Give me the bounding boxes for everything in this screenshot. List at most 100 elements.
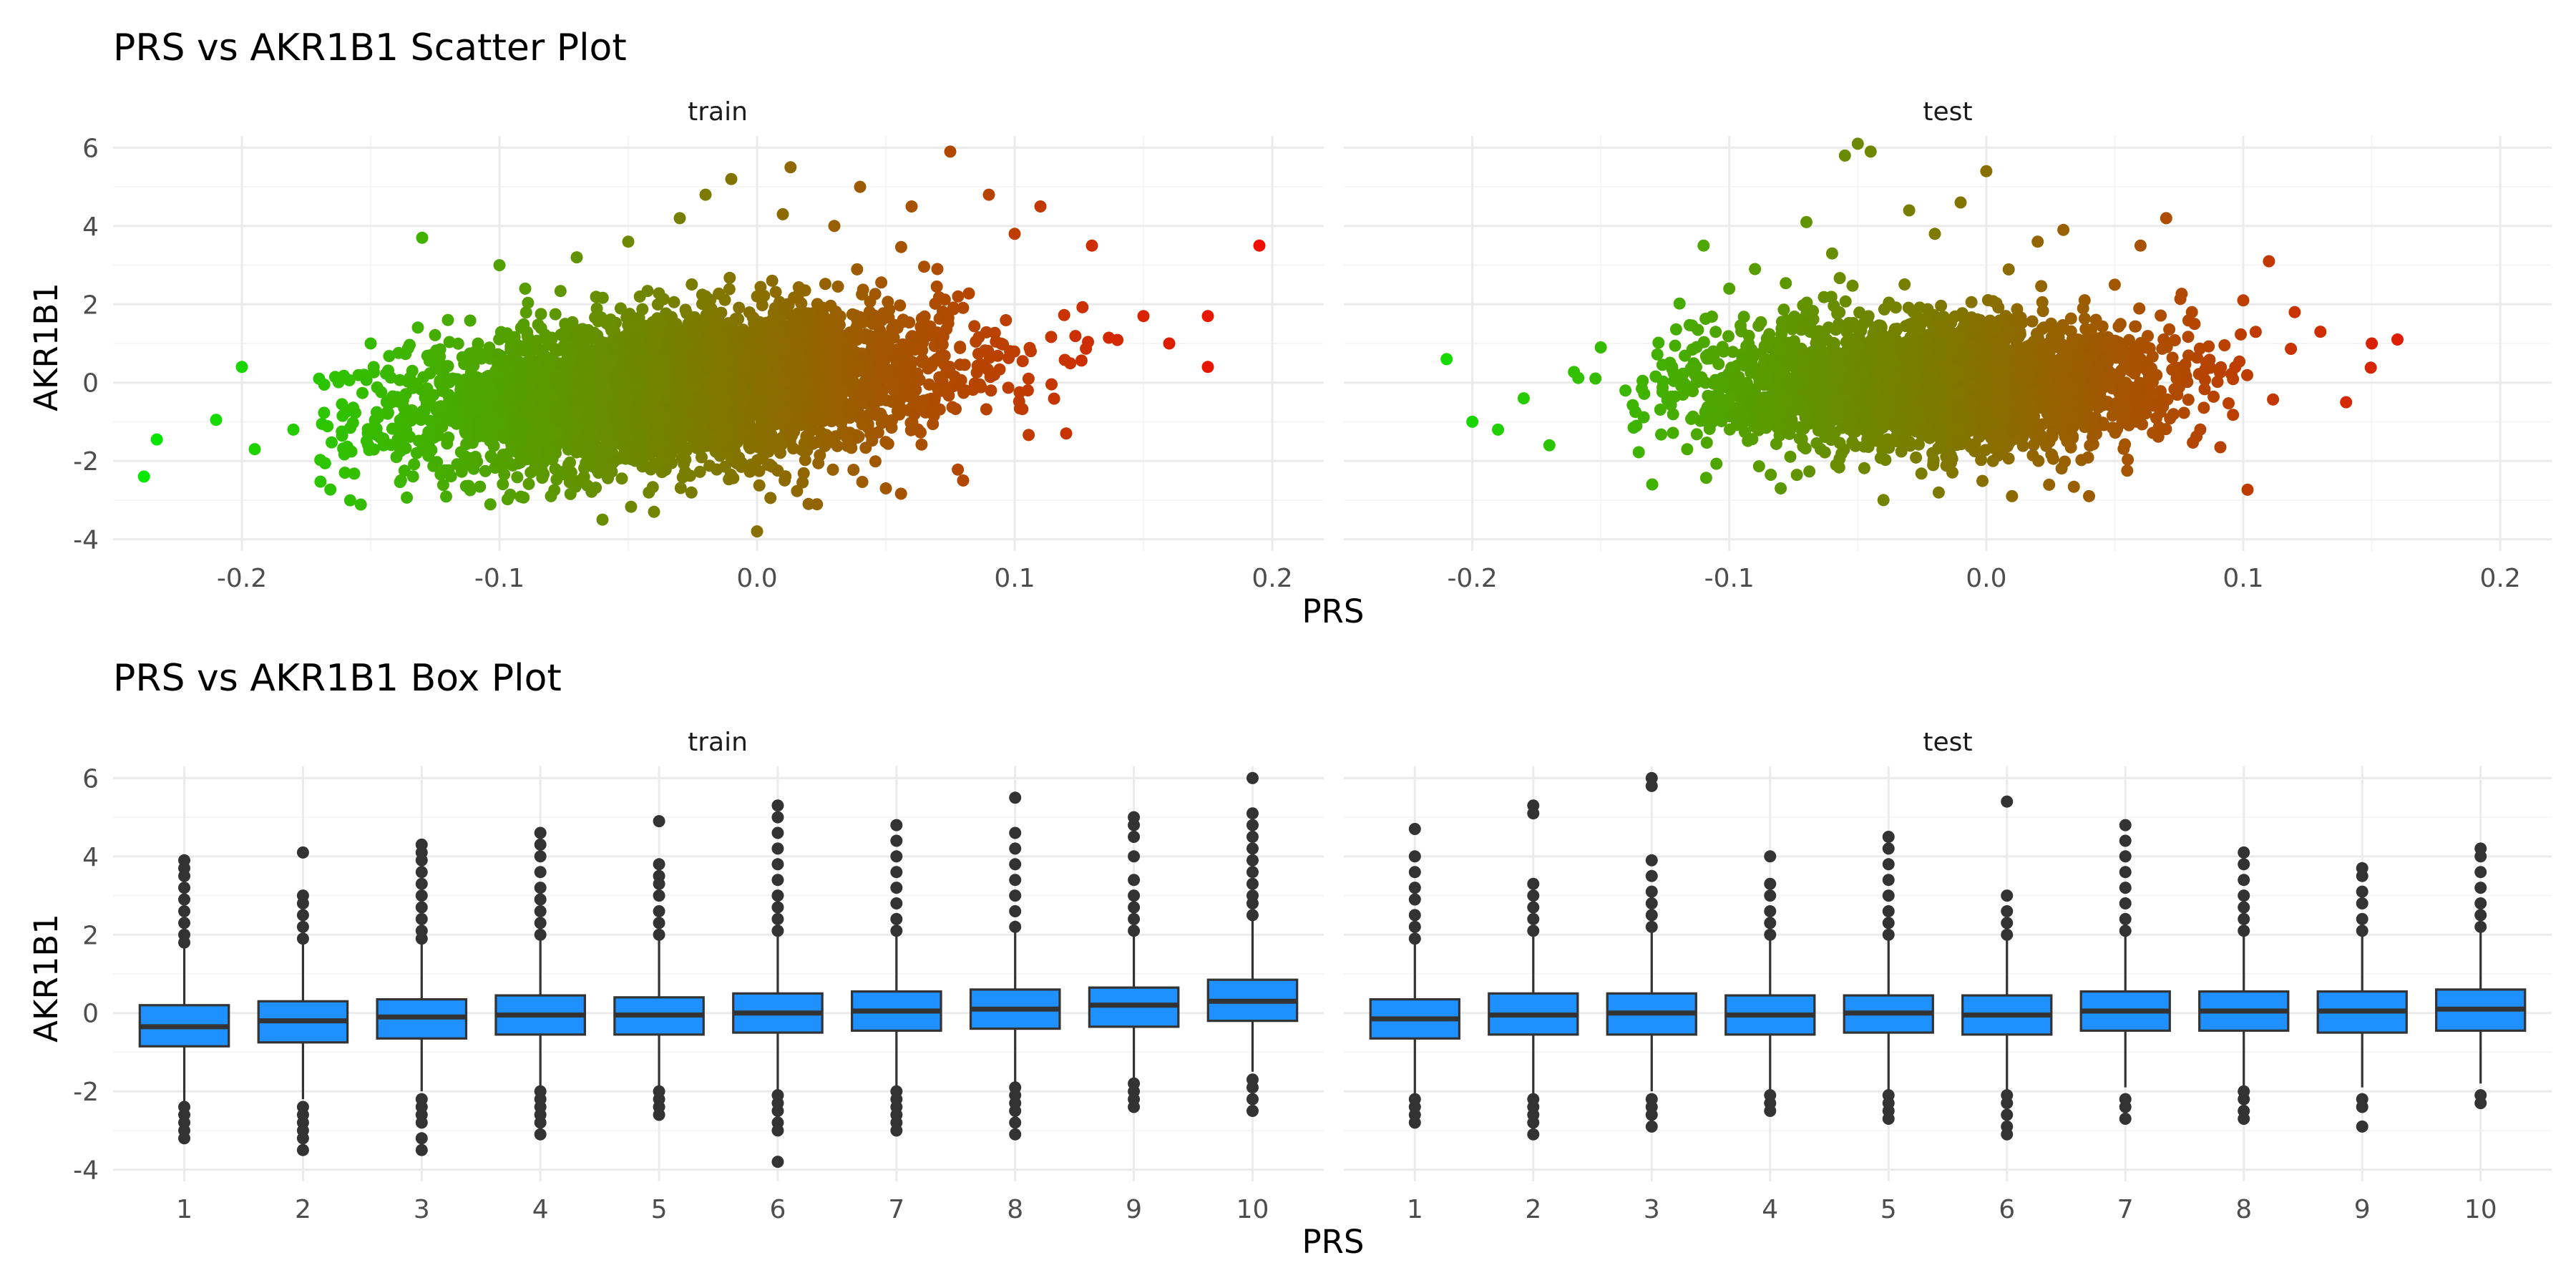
scatter-point <box>671 377 683 390</box>
scatter-point <box>675 452 688 464</box>
scatter-point <box>500 361 513 374</box>
scatter-point <box>795 297 808 310</box>
scatter-point <box>424 414 436 427</box>
scatter-point <box>723 283 736 296</box>
scatter-point <box>1076 301 1089 313</box>
scatter-point <box>840 369 853 382</box>
scatter-point <box>545 489 557 502</box>
scatter-point <box>816 301 829 314</box>
scatter-cloud <box>137 145 1266 538</box>
scatter-point <box>853 388 866 400</box>
scatter-point <box>2241 483 2254 496</box>
scatter-point <box>618 444 631 457</box>
scatter-point <box>596 513 609 526</box>
scatter-point <box>685 486 698 499</box>
scatter-point <box>431 456 444 469</box>
scatter-point <box>590 302 603 315</box>
scatter-point <box>608 371 621 383</box>
scatter-point <box>758 364 771 376</box>
scatter-point <box>235 361 248 374</box>
scatter-point <box>338 467 351 479</box>
scatter-point <box>609 454 622 467</box>
scatter-point <box>780 409 793 422</box>
scatter-point <box>679 303 692 316</box>
scatter-point <box>441 313 454 326</box>
scatter-point <box>735 381 748 394</box>
scatter-point <box>633 290 646 303</box>
scatter-point <box>753 479 766 492</box>
scatter-point <box>411 377 424 390</box>
scatter-point <box>371 381 384 394</box>
scatter-point <box>1016 355 1029 368</box>
scatter-point <box>2078 312 2091 325</box>
scatter-point <box>577 338 590 351</box>
scatter-point <box>867 341 879 354</box>
scatter-point <box>429 328 441 341</box>
y-tick-label: 0 <box>82 369 99 399</box>
scatter-point <box>1021 384 1034 397</box>
scatter-point <box>797 467 810 479</box>
scatter-point <box>551 426 564 439</box>
x-tick-label: -0.2 <box>217 564 267 593</box>
scatter-point <box>338 369 350 382</box>
scatter-point <box>653 287 665 300</box>
scatter-point <box>673 334 686 347</box>
scatter-point <box>422 437 435 450</box>
scatter-point <box>567 429 580 442</box>
scatter-point <box>604 358 617 371</box>
scatter-point <box>864 428 877 441</box>
scatter-point <box>582 398 594 411</box>
scatter-point <box>575 351 588 364</box>
scatter-point <box>605 324 618 337</box>
scatter-point <box>686 322 698 335</box>
scatter-point <box>771 464 784 477</box>
scatter-point <box>517 402 530 415</box>
scatter-point <box>1025 345 1037 358</box>
scatter-panel-train-label: train <box>688 97 748 127</box>
scatter-point <box>491 398 504 411</box>
scatter-point <box>702 361 715 374</box>
scatter-point <box>535 397 547 409</box>
scatter-point <box>709 445 722 458</box>
scatter-point <box>493 259 506 272</box>
scatter-point <box>316 417 328 430</box>
scatter-point <box>549 308 562 321</box>
scatter-point <box>651 298 664 311</box>
scatter-point <box>747 397 760 410</box>
scatter-point <box>944 145 957 158</box>
scatter-point <box>313 372 326 385</box>
scatter-point <box>360 374 373 386</box>
scatter-point <box>628 320 640 333</box>
scatter-point <box>897 349 909 361</box>
scatter-point <box>210 414 223 426</box>
scatter-point <box>1045 331 1058 343</box>
x-tick-label: 0.0 <box>736 564 777 593</box>
scatter-point <box>549 462 562 475</box>
scatter-point <box>796 444 809 457</box>
scatter-point <box>1619 384 1632 397</box>
scatter-point <box>580 457 592 469</box>
scatter-point <box>550 473 563 486</box>
scatter-point <box>1709 326 1722 338</box>
scatter-point <box>686 278 698 291</box>
scatter-point <box>464 366 477 379</box>
x-tick-label: 0.1 <box>994 564 1035 593</box>
scatter-point <box>958 358 971 371</box>
scatter-point <box>483 384 496 396</box>
scatter-point <box>1045 378 1058 391</box>
scatter-point <box>338 448 351 461</box>
scatter-point <box>615 472 628 485</box>
scatter-point <box>825 415 838 428</box>
scatter-point <box>484 449 497 462</box>
scatter-point <box>659 341 671 353</box>
scatter-point <box>479 412 492 425</box>
scatter-point <box>537 467 550 480</box>
scatter-point <box>736 331 748 344</box>
scatter-point <box>877 353 890 366</box>
scatter-point <box>577 446 590 459</box>
scatter-point <box>751 525 763 538</box>
scatter-point <box>440 490 452 503</box>
scatter-point <box>851 263 864 275</box>
scatter-point <box>795 390 808 402</box>
